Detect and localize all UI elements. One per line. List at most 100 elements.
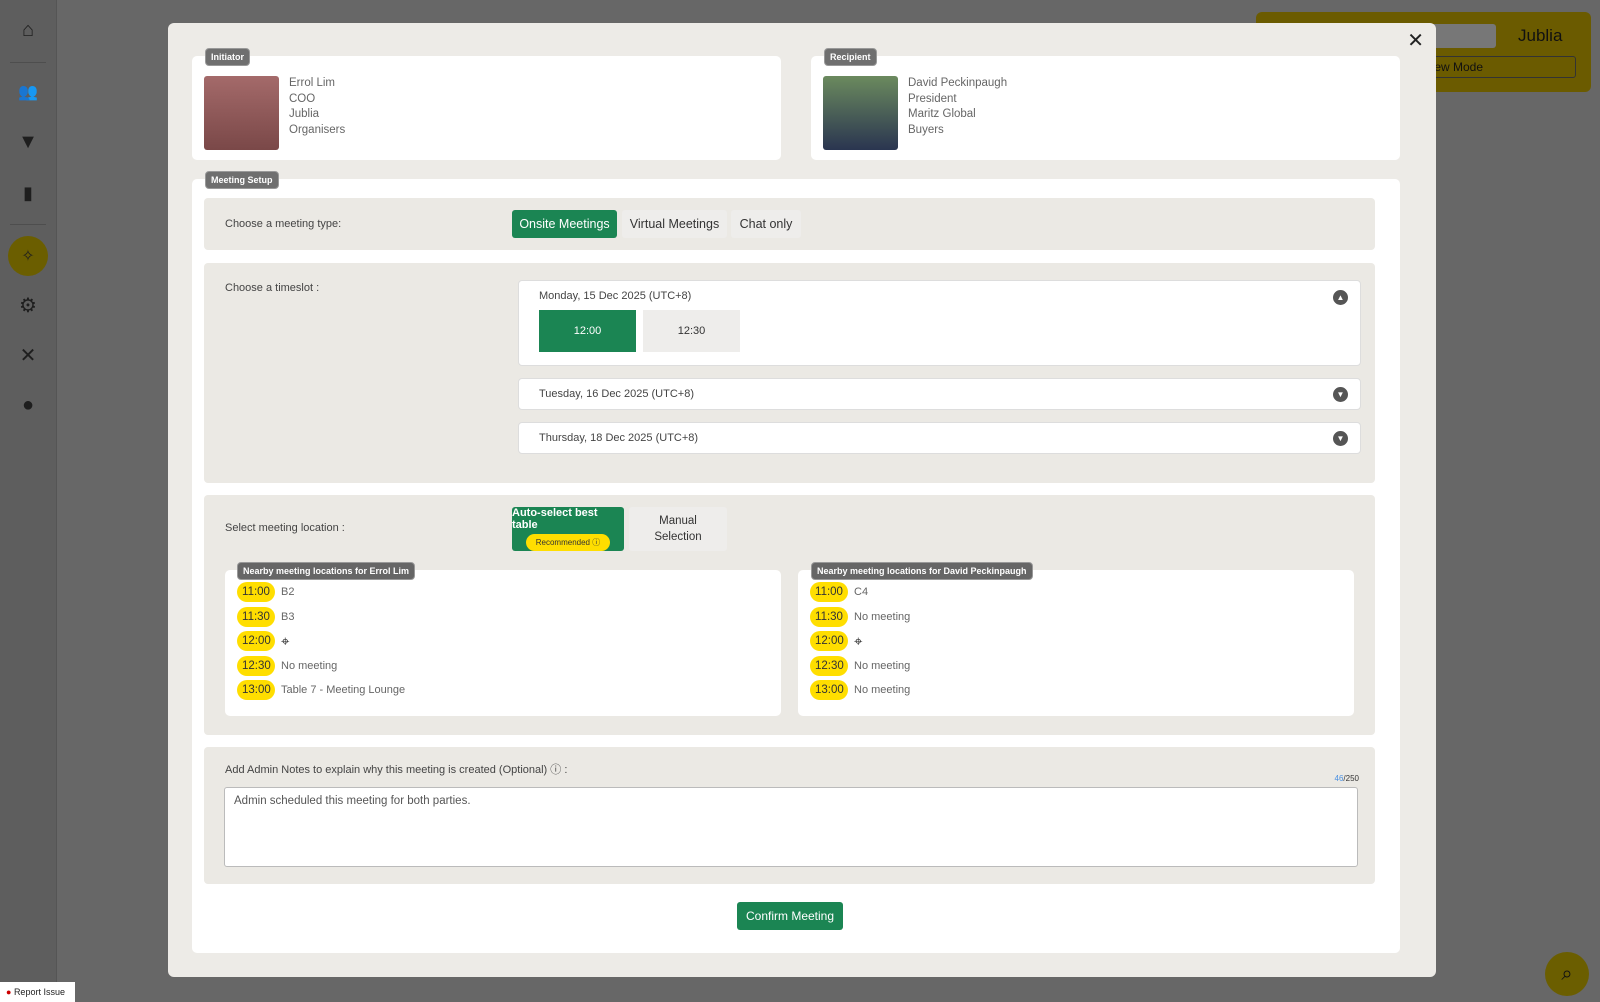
notes-label-suffix: : <box>561 764 568 776</box>
location-text: No meeting <box>854 659 911 672</box>
home-icon[interactable]: ⌂ <box>21 18 35 41</box>
chart-icon[interactable]: ▮ <box>23 182 33 203</box>
create-meeting-modal: ✕ Errol Lim COO Jublia Organisers Initia… <box>168 23 1436 977</box>
meeting-type-label: Choose a meeting type: <box>225 218 342 230</box>
initiator-company: Jublia <box>289 108 320 121</box>
initiator-name: Errol Lim <box>289 77 336 89</box>
time-pill: 12:30 <box>237 655 275 676</box>
initiator-locations-title: Nearby meeting locations for Errol Lim <box>237 562 416 580</box>
chevron-down-icon[interactable]: ▼ <box>1333 387 1348 402</box>
chevron-down-icon[interactable]: ▼ <box>1333 431 1348 446</box>
divider <box>10 224 46 225</box>
location-row: 12:30 No meeting <box>810 655 911 676</box>
info-icon[interactable]: ⓘ <box>592 538 601 547</box>
time-pill: 13:00 <box>237 680 275 700</box>
location-row: 12:00 ⌖ <box>810 631 862 651</box>
location-text: No meeting <box>854 610 911 623</box>
onsite-meetings-button[interactable]: Onsite Meetings <box>512 210 617 238</box>
auto-select-button[interactable]: Auto-select best table Recommended ⓘ <box>512 507 624 551</box>
tools-icon[interactable]: ✕ <box>19 344 37 367</box>
filter-icon[interactable]: ▼ <box>18 130 38 153</box>
char-counter: 46/250 <box>1335 774 1359 783</box>
notes-label: Add Admin Notes to explain why this meet… <box>225 761 567 777</box>
time-pill: 12:30 <box>810 655 848 676</box>
chat-only-button[interactable]: Chat only <box>731 210 801 238</box>
timeslot-button[interactable]: 12:30 <box>643 310 740 352</box>
location-panel: Select meeting location : Auto-select be… <box>204 495 1375 735</box>
search-fab[interactable]: ⌕ <box>1545 952 1589 996</box>
time-pill: 12:00 <box>810 631 848 651</box>
meeting-setup-card: Choose a meeting type: Onsite Meetings V… <box>192 179 1400 953</box>
time-pill: 11:30 <box>810 606 848 627</box>
gear-icon[interactable]: ⚙ <box>19 294 37 317</box>
time-pill: 11:00 <box>810 582 848 602</box>
day-date: Monday, 15 Dec 2025 (UTC+8) <box>539 290 692 302</box>
notes-label-text: Add Admin Notes to explain why this meet… <box>225 764 548 776</box>
recipient-avatar <box>823 76 898 150</box>
location-row: 11:30 B3 <box>237 606 295 627</box>
close-icon[interactable]: ✕ <box>1407 30 1424 52</box>
day-date: Thursday, 18 Dec 2025 (UTC+8) <box>539 432 699 444</box>
manual-selection-button[interactable]: Manual Selection <box>629 507 727 551</box>
recipient-card: David Peckinpaugh President Maritz Globa… <box>811 56 1400 160</box>
location-row: 12:30 No meeting <box>237 655 338 676</box>
virtual-meetings-button[interactable]: Virtual Meetings <box>622 210 727 238</box>
sidebar: ⌂ 👥 ▼ ▮ ✧ ⚙ ✕ ● <box>0 0 57 1002</box>
chevron-up-icon[interactable]: ▲ <box>1333 290 1348 305</box>
location-text: No meeting <box>854 684 911 696</box>
initiator-avatar <box>204 76 279 150</box>
location-row: 13:00 Table 7 - Meeting Lounge <box>237 680 405 700</box>
recipient-company: Maritz Global <box>908 108 976 121</box>
confirm-meeting-button[interactable]: Confirm Meeting <box>737 902 843 930</box>
user-circle-icon[interactable]: ● <box>21 393 35 416</box>
crosshair-icon: ⌖ <box>854 632 863 650</box>
manual-label-2: Selection <box>654 531 702 543</box>
location-label: Select meeting location : <box>225 522 345 534</box>
recipient-group: Buyers <box>908 124 944 137</box>
magic-wand-icon[interactable]: ✧ <box>8 236 48 276</box>
bug-icon: ● <box>6 987 14 997</box>
location-text: No meeting <box>281 659 338 672</box>
location-text: B3 <box>281 610 295 623</box>
info-icon[interactable]: ⓘ <box>550 764 562 776</box>
notes-panel: Add Admin Notes to explain why this meet… <box>204 747 1375 884</box>
day-tuesday[interactable]: Tuesday, 16 Dec 2025 (UTC+8) ▼ <box>518 378 1361 410</box>
day-date: Tuesday, 16 Dec 2025 (UTC+8) <box>539 388 694 400</box>
time-pill: 12:00 <box>237 631 275 651</box>
report-issue-button[interactable]: ● Report Issue <box>0 982 75 1002</box>
initiator-locations: 11:00 B2 11:30 B3 12:00 ⌖ 12:30 No meeting 13:00… <box>225 570 781 716</box>
recommended-badge: Recommended ⓘ <box>525 534 611 551</box>
recipient-locations: 11:00 C4 11:30 No meeting 12:00 ⌖ 12:30 No meet… <box>798 570 1354 716</box>
location-row: 13:00 No meeting <box>810 680 910 700</box>
day-thursday[interactable]: Thursday, 18 Dec 2025 (UTC+8) ▼ <box>518 422 1361 454</box>
initiator-tag: Initiator <box>205 48 250 66</box>
timeslot-button[interactable]: 12:00 <box>539 310 636 352</box>
location-row: 11:00 B2 <box>237 582 294 602</box>
recipient-title: President <box>908 92 957 105</box>
time-pill: 13:00 <box>810 680 848 700</box>
location-row: 11:00 C4 <box>810 582 868 602</box>
event-select[interactable] <box>1426 24 1496 48</box>
search-icon: ⌕ <box>1561 962 1573 985</box>
timeslot-panel: Choose a timeslot : Monday, 15 Dec 2025 … <box>204 263 1375 483</box>
char-count: 46 <box>1334 774 1344 783</box>
initiator-title: COO <box>289 92 316 105</box>
time-pill: 11:00 <box>237 582 275 602</box>
location-text: C4 <box>854 586 869 598</box>
location-text: B2 <box>281 586 295 598</box>
recipient-name: David Peckinpaugh <box>908 77 1008 89</box>
auto-select-label: Auto-select best table <box>512 507 598 531</box>
location-row: 11:30 No meeting <box>810 606 911 627</box>
initiator-card: Errol Lim COO Jublia Organisers <box>192 56 781 160</box>
location-text: Table 7 - Meeting Lounge <box>281 684 406 696</box>
recommended-label: Recommended <box>535 538 590 547</box>
meeting-type-panel: Choose a meeting type: Onsite Meetings V… <box>204 198 1375 250</box>
admin-notes-textarea[interactable]: Admin scheduled this meeting for both pa… <box>224 787 1358 867</box>
recipient-locations-title: Nearby meeting locations for David Pecki… <box>811 562 1033 580</box>
location-row: 12:00 ⌖ <box>237 631 289 651</box>
timeslot-label: Choose a timeslot : <box>225 282 320 294</box>
divider <box>10 62 46 63</box>
manual-label-1: Manual <box>659 515 697 527</box>
char-max: /250 <box>1343 774 1359 783</box>
users-icon[interactable]: 👥 <box>18 84 38 101</box>
